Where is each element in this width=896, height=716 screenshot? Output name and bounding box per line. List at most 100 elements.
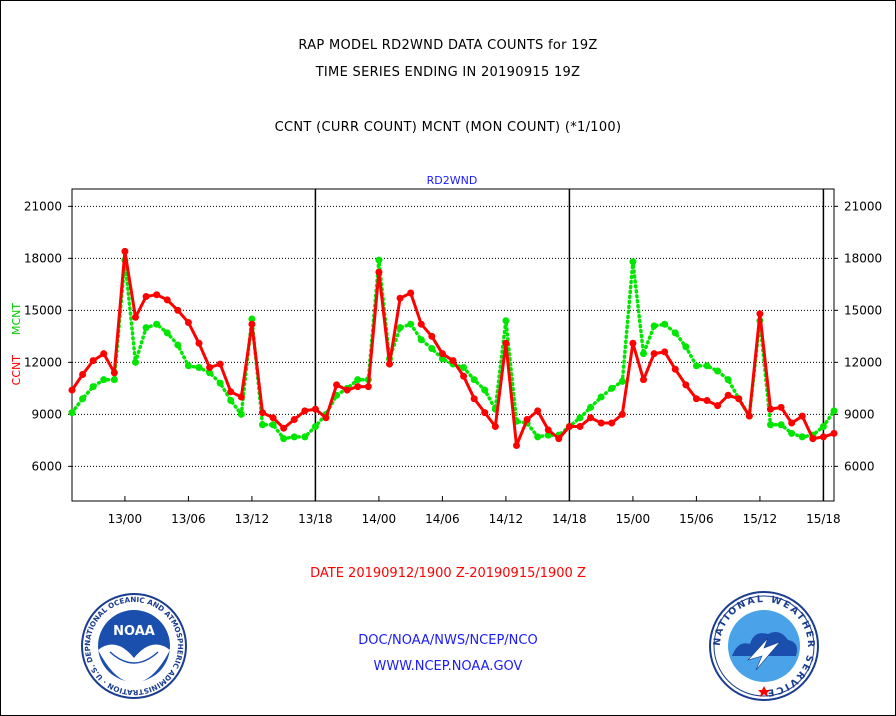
data-point-mcnt bbox=[640, 350, 647, 358]
series-line-ccnt bbox=[70, 249, 836, 447]
x-tick-label: 13/18 bbox=[298, 512, 333, 526]
data-point-mcnt bbox=[460, 364, 468, 372]
data-point-ccnt bbox=[671, 365, 679, 373]
x-tick-label: 14/18 bbox=[552, 512, 587, 526]
data-point-ccnt bbox=[216, 360, 224, 368]
series-line-mcnt bbox=[70, 258, 836, 441]
data-point-mcnt bbox=[216, 379, 224, 387]
data-point-ccnt bbox=[470, 395, 478, 403]
data-point-ccnt bbox=[788, 419, 796, 427]
date-range: DATE 20190912/1900 Z-20190915/1900 Z bbox=[310, 566, 586, 581]
data-point-mcnt bbox=[375, 256, 383, 264]
x-tick-label: 13/12 bbox=[235, 512, 270, 526]
data-point-ccnt bbox=[809, 435, 817, 443]
chart-title-line3: CCNT (CURR COUNT) MCNT (MON COUNT) (*1/1… bbox=[274, 120, 622, 135]
data-point-ccnt bbox=[714, 402, 722, 410]
y-tick-label: 12000 bbox=[24, 355, 62, 369]
data-point-ccnt bbox=[534, 407, 542, 415]
y-axis-label-ccnt: CCNT bbox=[10, 355, 23, 386]
data-point-ccnt bbox=[682, 381, 690, 389]
data-point-ccnt bbox=[100, 350, 108, 358]
chart-title-line1: RAP MODEL RD2WND DATA COUNTS for 19Z bbox=[298, 38, 598, 53]
data-point-ccnt bbox=[375, 268, 383, 276]
day-dividers bbox=[314, 189, 825, 501]
data-point-ccnt bbox=[237, 393, 245, 401]
y-tick-label: 15000 bbox=[24, 303, 62, 317]
data-point-ccnt bbox=[364, 383, 372, 391]
data-point-ccnt bbox=[661, 348, 669, 356]
data-point-ccnt bbox=[502, 339, 510, 347]
data-point-ccnt bbox=[407, 289, 415, 297]
data-point-ccnt bbox=[322, 414, 330, 422]
data-point-ccnt bbox=[184, 318, 192, 326]
y-tick-labels-left: 6000 9000 12000 15000 18000 21000 bbox=[24, 199, 62, 473]
x-tick-label: 13/06 bbox=[171, 512, 206, 526]
data-point-mcnt bbox=[396, 324, 404, 332]
y-tick-label: 9000 bbox=[31, 407, 62, 421]
data-point-ccnt bbox=[565, 422, 573, 430]
data-point-ccnt bbox=[280, 424, 288, 432]
data-point-ccnt bbox=[438, 350, 446, 358]
data-point-mcnt bbox=[354, 376, 362, 384]
data-point-ccnt bbox=[163, 296, 171, 304]
data-point-mcnt bbox=[798, 433, 806, 441]
data-point-ccnt bbox=[195, 339, 203, 347]
data-point-mcnt bbox=[248, 315, 256, 323]
data-point-ccnt bbox=[142, 292, 150, 300]
data-point-mcnt bbox=[259, 421, 266, 429]
data-point-mcnt bbox=[153, 320, 161, 328]
data-point-ccnt bbox=[354, 383, 362, 391]
y-tick-label: 9000 bbox=[844, 407, 875, 421]
data-point-mcnt bbox=[682, 343, 690, 351]
data-point-ccnt bbox=[110, 369, 118, 377]
data-point-ccnt bbox=[819, 433, 827, 441]
data-point-mcnt bbox=[576, 414, 584, 422]
data-point-ccnt bbox=[460, 372, 468, 380]
data-point-mcnt bbox=[788, 429, 796, 437]
x-tick-label: 14/00 bbox=[362, 512, 397, 526]
data-point-ccnt bbox=[618, 410, 626, 418]
data-point-mcnt bbox=[650, 322, 658, 330]
data-point-mcnt bbox=[195, 364, 203, 372]
y-tick-label: 6000 bbox=[31, 459, 62, 473]
data-point-mcnt bbox=[819, 422, 827, 430]
data-point-mcnt bbox=[534, 433, 542, 441]
data-point-mcnt bbox=[417, 336, 425, 344]
data-point-ccnt bbox=[311, 405, 319, 413]
grid-lines bbox=[68, 205, 838, 467]
data-point-mcnt bbox=[311, 422, 319, 430]
data-point-ccnt bbox=[692, 395, 700, 403]
y-tick-label: 21000 bbox=[844, 199, 882, 213]
data-point-mcnt bbox=[661, 320, 669, 328]
data-point-ccnt bbox=[523, 416, 531, 424]
y-axis-label-mcnt: MCNT bbox=[10, 303, 23, 335]
data-point-ccnt bbox=[640, 376, 647, 384]
x-tick-label: 15/00 bbox=[616, 512, 651, 526]
data-point-mcnt bbox=[79, 395, 87, 403]
data-point-ccnt bbox=[756, 310, 764, 318]
data-point-mcnt bbox=[587, 403, 595, 411]
data-point-mcnt bbox=[280, 435, 288, 443]
data-point-ccnt bbox=[290, 416, 298, 424]
plot-title: RD2WND bbox=[427, 174, 478, 187]
data-point-mcnt bbox=[714, 367, 722, 375]
data-point-mcnt bbox=[724, 376, 732, 384]
data-point-ccnt bbox=[333, 381, 341, 389]
data-point-ccnt bbox=[724, 391, 732, 399]
data-point-ccnt bbox=[259, 409, 266, 417]
data-point-mcnt bbox=[671, 329, 679, 337]
data-point-mcnt bbox=[89, 383, 97, 391]
data-point-mcnt bbox=[110, 376, 118, 384]
data-point-ccnt bbox=[650, 350, 658, 358]
x-tick-label: 13/00 bbox=[108, 512, 143, 526]
data-point-ccnt bbox=[481, 409, 489, 417]
data-point-mcnt bbox=[142, 324, 150, 332]
org-label: DOC/NOAA/NWS/NCEP/NCO bbox=[358, 633, 538, 648]
data-point-ccnt bbox=[417, 320, 425, 328]
y-tick-labels-right: 6000 9000 12000 15000 18000 21000 bbox=[844, 199, 882, 473]
data-point-ccnt bbox=[68, 386, 76, 394]
data-point-ccnt bbox=[301, 407, 309, 415]
data-point-mcnt bbox=[163, 329, 171, 337]
data-point-ccnt bbox=[153, 291, 161, 299]
data-point-ccnt bbox=[89, 357, 97, 365]
